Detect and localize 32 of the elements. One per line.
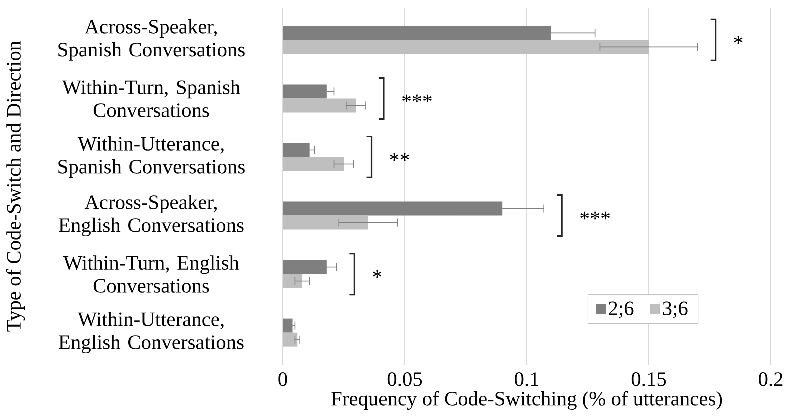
bar bbox=[283, 98, 356, 113]
annotation: *** bbox=[580, 212, 610, 220]
bar bbox=[283, 26, 552, 40]
bar bbox=[283, 157, 344, 172]
y-tick-label: Within-Turn, English Conversations bbox=[63, 256, 240, 293]
x-tick-label: 0 bbox=[278, 372, 288, 386]
bar bbox=[283, 332, 298, 347]
bar bbox=[283, 84, 327, 99]
x-tick-label: 0.15 bbox=[632, 372, 666, 386]
annotation: * bbox=[373, 270, 382, 278]
x-tick-label: 0.1 bbox=[515, 372, 539, 386]
annotation: * bbox=[734, 36, 743, 44]
annotation: ** bbox=[390, 153, 410, 162]
y-tick-label: Within-Turn, Spanish Conversations bbox=[62, 80, 240, 118]
bar bbox=[283, 143, 310, 158]
bar bbox=[283, 202, 503, 216]
x-axis-title: Frequency of Code-Switching (% of utterances) bbox=[332, 391, 722, 410]
bar bbox=[283, 216, 368, 230]
y-axis-title: Type of Code-Switch and Direction bbox=[6, 41, 26, 332]
bar bbox=[283, 40, 650, 54]
x-tick-label: 0.2 bbox=[759, 372, 783, 386]
bar bbox=[283, 274, 303, 288]
legend-label: 3;6 bbox=[663, 302, 688, 318]
annotation: *** bbox=[402, 94, 432, 103]
y-tick-label: Within-Utterance, Spanish Conversations bbox=[58, 136, 245, 178]
y-tick-label: Within-Utterance, English Conversations bbox=[59, 312, 244, 354]
legend-label: 2;6 bbox=[609, 302, 634, 318]
x-tick-label: 0.05 bbox=[388, 372, 422, 386]
bar bbox=[283, 318, 293, 333]
y-tick-label: Across-Speaker, English Conversations bbox=[59, 195, 244, 237]
y-tick-label: Across-Speaker, Spanish Conversations bbox=[58, 19, 245, 61]
bar bbox=[283, 260, 327, 274]
